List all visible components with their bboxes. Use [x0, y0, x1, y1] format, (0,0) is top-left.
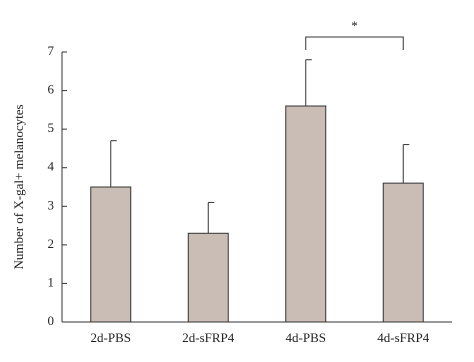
significance-label: * — [351, 18, 358, 33]
y-tick-label: 4 — [48, 159, 55, 174]
y-tick-label: 7 — [48, 43, 55, 58]
x-tick-label: 4d-sFRP4 — [377, 330, 430, 345]
y-tick-label: 6 — [48, 82, 55, 97]
y-tick-label: 1 — [48, 274, 55, 289]
y-tick-label: 3 — [48, 197, 55, 212]
significance-bracket — [305, 36, 404, 50]
bar — [285, 105, 327, 323]
x-tick-label: 2d-PBS — [91, 330, 131, 345]
bar — [382, 182, 424, 323]
y-axis-label: Number of X-gal+ melanocytes — [11, 104, 26, 269]
bar — [187, 232, 229, 323]
y-tick-label: 0 — [48, 313, 55, 328]
y-tick-label: 5 — [48, 120, 55, 135]
bar — [90, 186, 132, 323]
y-tick-label: 2 — [48, 236, 55, 251]
x-tick-label: 4d-PBS — [286, 330, 326, 345]
x-tick-label: 2d-sFRP4 — [182, 330, 235, 345]
